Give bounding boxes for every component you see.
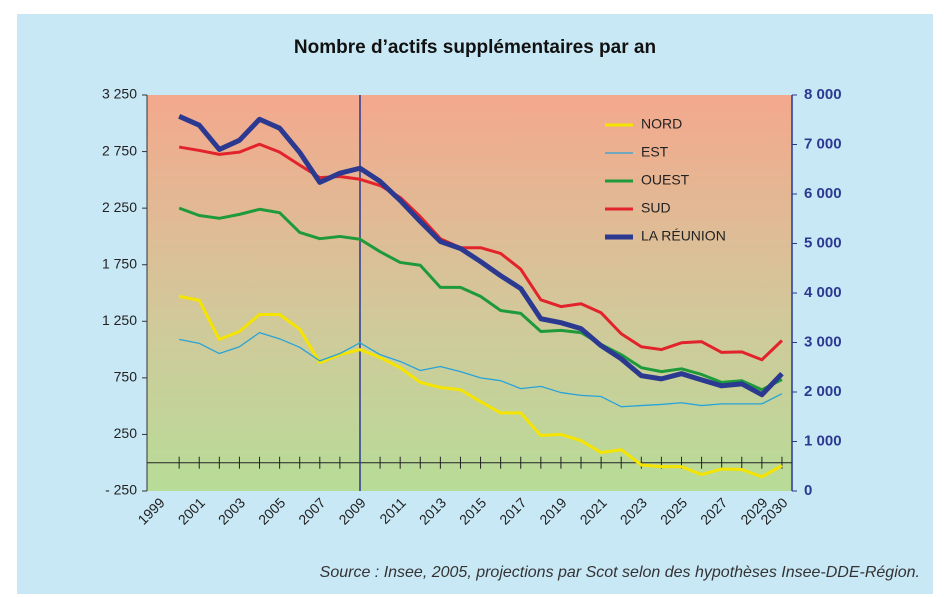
- series-line: [178, 142, 783, 362]
- y-tick-label: 250: [114, 425, 138, 441]
- y-tick-label: 3 250: [102, 86, 137, 102]
- series-line: [179, 331, 783, 408]
- legend-label: EST: [641, 144, 669, 160]
- y2-tick-label: 2 000: [804, 383, 842, 400]
- legend-label: LA RÉUNION: [641, 228, 726, 244]
- y-tick-label: - 250: [105, 482, 137, 498]
- source: Source : Insee, 2005, projections par Sc…: [320, 564, 920, 581]
- legend-label: NORD: [641, 116, 682, 132]
- y2-tick-label: 3 000: [804, 333, 842, 350]
- y2-tick-label: 7 000: [804, 135, 842, 152]
- legend-label: OUEST: [641, 172, 690, 188]
- y2-tick-label: 6 000: [804, 185, 842, 202]
- y-tick-label: 1 750: [102, 255, 137, 271]
- y-tick-label: 2 750: [102, 142, 137, 158]
- y-tick-label: 750: [114, 369, 138, 385]
- y2-tick-label: 1 000: [804, 432, 842, 449]
- y-tick-label: 2 250: [102, 199, 137, 215]
- legend-label: SUD: [641, 200, 671, 216]
- series-line: [178, 113, 784, 398]
- chart-title: Nombre d’actifs supplémentaires par an: [294, 37, 656, 58]
- y2-tick-label: 5 000: [804, 234, 842, 251]
- series-line: [178, 206, 783, 392]
- y2-tick-label: 4 000: [804, 284, 842, 301]
- y2-tick-label: 0: [804, 482, 812, 499]
- series-line: [178, 294, 783, 479]
- y2-tick-label: 8 000: [804, 86, 842, 103]
- y-tick-label: 1 250: [102, 312, 137, 328]
